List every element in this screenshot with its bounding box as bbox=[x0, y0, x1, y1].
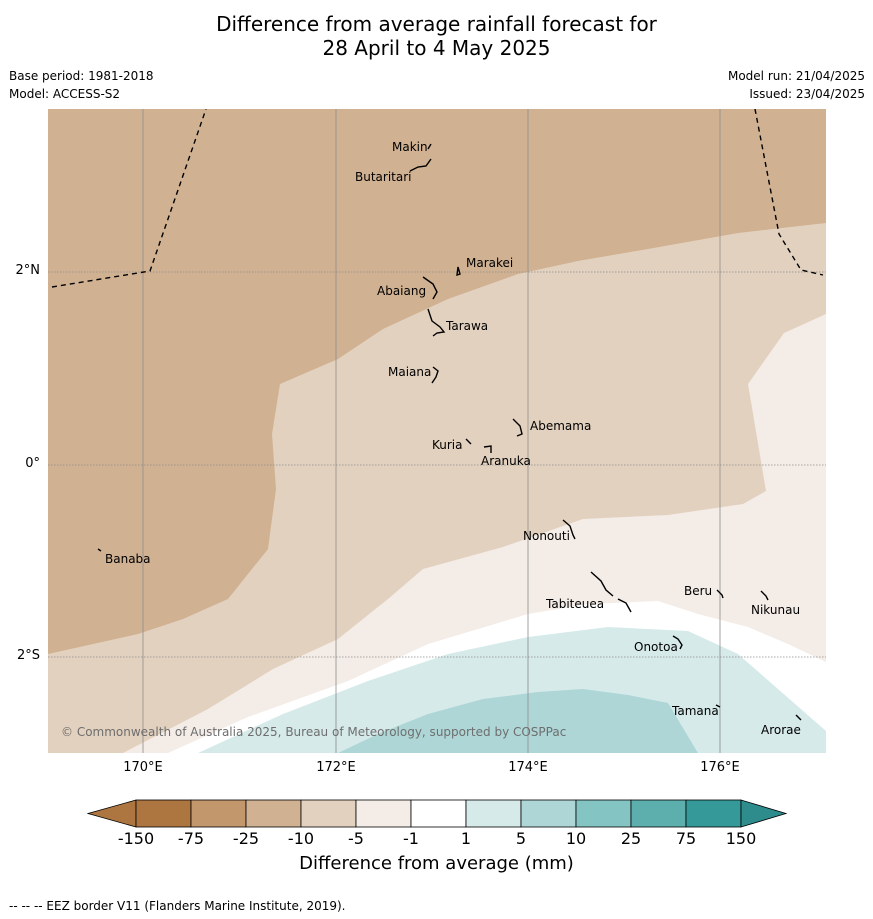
island-makin bbox=[427, 143, 432, 150]
label-onotoa: Onotoa bbox=[634, 640, 678, 654]
colorbar-tick-label: 1 bbox=[460, 829, 472, 848]
meta-right: Model run: 21/04/2025 Issued: 23/04/2025 bbox=[728, 67, 865, 103]
colorbar-cell bbox=[245, 799, 302, 828]
colorbar-cell bbox=[685, 799, 742, 828]
island-maiana bbox=[431, 366, 439, 384]
island-arorae bbox=[795, 714, 802, 721]
colorbar-cell bbox=[575, 799, 632, 828]
label-arorae: Arorae bbox=[761, 723, 801, 737]
lat-label-2n: 2°N bbox=[15, 263, 41, 278]
island-onotoa bbox=[672, 635, 683, 650]
fill-moderately-wet bbox=[338, 689, 698, 753]
meta-left: Base period: 1981-2018 Model: ACCESS-S2 bbox=[9, 67, 154, 103]
colorbar-tick-label: 75 bbox=[675, 829, 697, 848]
island-kuria bbox=[465, 438, 472, 445]
meridians bbox=[142, 109, 721, 753]
colorbar-arrow-low bbox=[86, 799, 137, 828]
lon-label-172e: 172°E bbox=[316, 760, 356, 775]
label-tamana: Tamana bbox=[671, 704, 719, 718]
model-name: Model: ACCESS-S2 bbox=[9, 87, 121, 101]
colorbar-tick-label: -25 bbox=[232, 829, 260, 848]
islands bbox=[97, 143, 802, 721]
colorbar-cell bbox=[630, 799, 687, 828]
island-tamana bbox=[715, 704, 721, 708]
colorbar bbox=[86, 799, 788, 828]
issued-date: Issued: 23/04/2025 bbox=[749, 87, 865, 101]
colorbar-cell bbox=[135, 799, 192, 828]
label-beru: Beru bbox=[684, 584, 712, 598]
lon-label-170e: 170°E bbox=[123, 760, 163, 775]
title-line-2: 28 April to 4 May 2025 bbox=[322, 36, 551, 60]
colorbar-cell bbox=[300, 799, 357, 828]
colorbar-title: Difference from average (mm) bbox=[299, 853, 574, 874]
island-nikunau bbox=[760, 590, 769, 601]
base-period: Base period: 1981-2018 bbox=[9, 69, 154, 83]
colorbar-tick-label: -1 bbox=[403, 829, 419, 848]
island-marakei bbox=[456, 266, 461, 277]
label-kuria: Kuria bbox=[432, 438, 463, 452]
colorbar-tick-label: 5 bbox=[515, 829, 527, 848]
label-aranuka: Aranuka bbox=[481, 454, 531, 468]
colorbar-tick-label: 10 bbox=[565, 829, 587, 848]
label-abemama: Abemama bbox=[530, 419, 591, 433]
parallels bbox=[48, 271, 826, 658]
island-butaritari bbox=[409, 158, 432, 172]
colorbar-cell bbox=[190, 799, 247, 828]
label-abaiang: Abaiang bbox=[377, 284, 426, 298]
island-nonouti bbox=[562, 519, 576, 540]
rainfall-map: Makin Butaritari Marakei Abaiang Tarawa … bbox=[48, 109, 826, 753]
island-abaiang bbox=[422, 276, 438, 300]
title-line-1: Difference from average rainfall forecas… bbox=[216, 12, 657, 36]
label-banaba: Banaba bbox=[105, 552, 151, 566]
label-marakei: Marakei bbox=[466, 256, 513, 270]
colorbar-tick-label: 25 bbox=[620, 829, 642, 848]
label-butaritari: Butaritari bbox=[355, 170, 412, 184]
island-tabiteuea bbox=[590, 571, 632, 613]
model-run: Model run: 21/04/2025 bbox=[727, 69, 865, 83]
label-tarawa: Tarawa bbox=[445, 319, 488, 333]
colorbar-cell bbox=[520, 799, 577, 828]
colorbar-cell bbox=[410, 799, 467, 828]
colorbar-tick-label: 150 bbox=[725, 829, 757, 848]
label-maiana: Maiana bbox=[388, 365, 431, 379]
label-makin: Makin bbox=[392, 140, 428, 154]
lon-label-174e: 174°E bbox=[508, 760, 548, 775]
colorbar-tick-label: -75 bbox=[177, 829, 205, 848]
label-nikunau: Nikunau bbox=[751, 603, 800, 617]
eez-footnote: -- -- -- EEZ border V11 (Flanders Marine… bbox=[9, 899, 346, 913]
copyright-notice: © Commonwealth of Australia 2025, Bureau… bbox=[61, 725, 566, 739]
lat-label-0: 0° bbox=[25, 456, 40, 471]
colorbar-cell bbox=[465, 799, 522, 828]
map-title: Difference from average rainfall forecas… bbox=[0, 12, 873, 60]
lon-label-176e: 176°E bbox=[700, 760, 740, 775]
colorbar-tick-label: -150 bbox=[117, 829, 155, 848]
island-tarawa bbox=[427, 308, 446, 337]
eez-border bbox=[51, 109, 824, 288]
label-nonouti: Nonouti bbox=[523, 529, 570, 543]
colorbar-arrow-high bbox=[740, 799, 788, 828]
colorbar-tick-label: -5 bbox=[348, 829, 364, 848]
island-beru bbox=[716, 589, 724, 599]
island-abemama bbox=[512, 418, 523, 437]
island-banaba bbox=[97, 548, 102, 552]
colorbar-cell bbox=[355, 799, 412, 828]
island-aranuka bbox=[483, 445, 492, 453]
lat-label-2s: 2°S bbox=[16, 648, 40, 663]
colorbar-tick-label: -10 bbox=[287, 829, 315, 848]
place-labels: Makin Butaritari Marakei Abaiang Tarawa … bbox=[105, 140, 801, 737]
label-tabiteuea: Tabiteuea bbox=[545, 597, 604, 611]
